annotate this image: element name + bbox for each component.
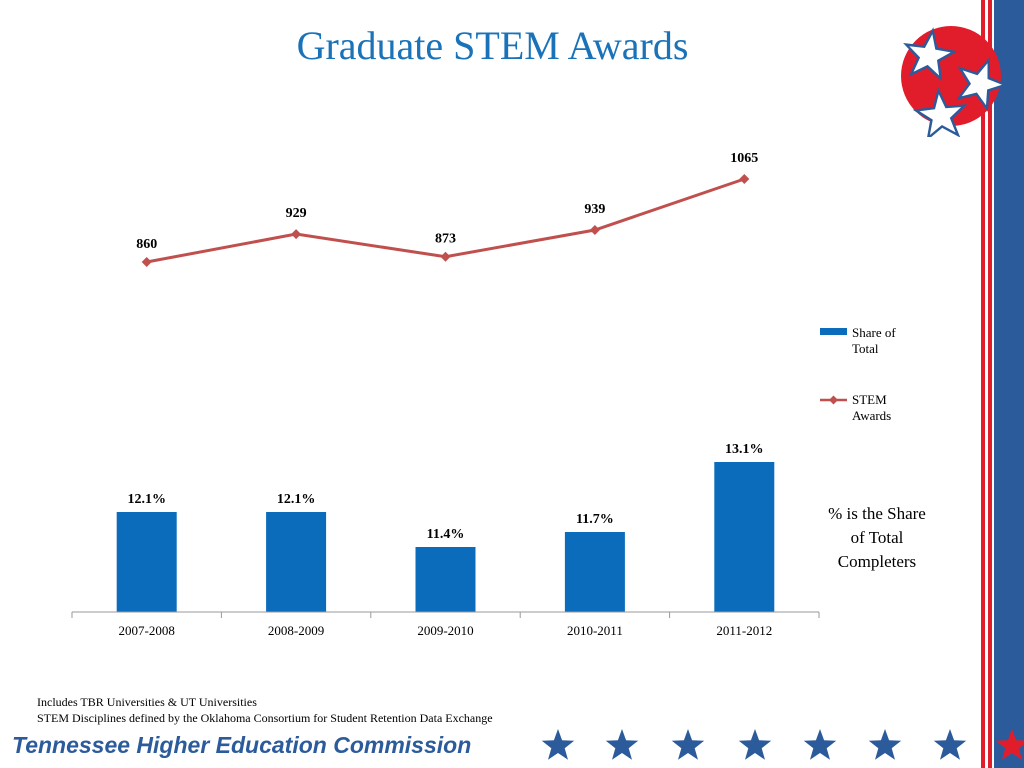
tennessee-tri-star-icon — [901, 26, 1003, 137]
x-tick-label: 2010-2011 — [567, 623, 623, 638]
star-icon — [605, 729, 639, 760]
line-data-label: 860 — [136, 237, 157, 252]
bar-data-label: 11.4% — [427, 527, 465, 542]
x-tick-label: 2009-2010 — [417, 623, 473, 638]
star-icon — [803, 729, 837, 760]
footnote-line: Includes TBR Universities & UT Universit… — [37, 695, 257, 709]
bar-data-label: 13.1% — [725, 442, 764, 457]
legend-label: STEM — [852, 392, 887, 407]
footnote-line: STEM Disciplines defined by the Oklahoma… — [37, 711, 493, 725]
bar-data-label: 11.7% — [576, 512, 614, 527]
line-data-label: 939 — [584, 202, 605, 217]
decorative-stripe-white — [985, 0, 988, 768]
star-icon — [671, 729, 705, 760]
line-point — [589, 225, 600, 236]
legend-label: Share of — [852, 325, 896, 340]
line-data-label: 1065 — [730, 151, 758, 166]
line-data-label: 873 — [435, 232, 456, 247]
star-icon — [868, 729, 902, 760]
bar — [266, 512, 327, 612]
decorative-stripe-red — [981, 0, 985, 768]
star-icon — [541, 729, 575, 760]
legend-label: Total — [852, 341, 879, 356]
decorative-stripe-white — [992, 0, 994, 768]
line-point — [440, 251, 451, 262]
footer-org-name: Tennessee Higher Education Commission — [12, 732, 472, 758]
star-icon — [738, 729, 772, 760]
legend-swatch-bar — [820, 328, 847, 335]
legend-swatch-marker — [829, 395, 838, 405]
bar — [564, 532, 625, 612]
bar-data-label: 12.1% — [277, 492, 316, 507]
slide-title: Graduate STEM Awards — [296, 23, 689, 68]
footnotes: Includes TBR Universities & UT Universit… — [37, 694, 493, 726]
line-data-label: 929 — [286, 206, 307, 221]
x-tick-label: 2011-2012 — [716, 623, 772, 638]
line-point — [141, 257, 152, 267]
star-icon — [933, 729, 967, 760]
legend-label: Awards — [852, 408, 891, 423]
star-icon — [995, 729, 1024, 760]
decorative-stripe-red — [988, 0, 992, 768]
bar — [714, 462, 775, 612]
logo-star — [919, 94, 962, 135]
decorative-stripe-blue — [994, 0, 1024, 768]
logo-star — [961, 63, 1002, 106]
chart-note: % is the Share of Total Completers — [828, 504, 926, 571]
bar — [116, 512, 177, 612]
x-tick-label: 2008-2009 — [268, 623, 324, 638]
bar — [415, 547, 476, 612]
logo-star — [909, 34, 951, 76]
x-tick-label: 2007-2008 — [119, 623, 175, 638]
line-point — [291, 229, 302, 240]
bar-data-label: 12.1% — [127, 492, 166, 507]
line-point — [739, 174, 750, 184]
